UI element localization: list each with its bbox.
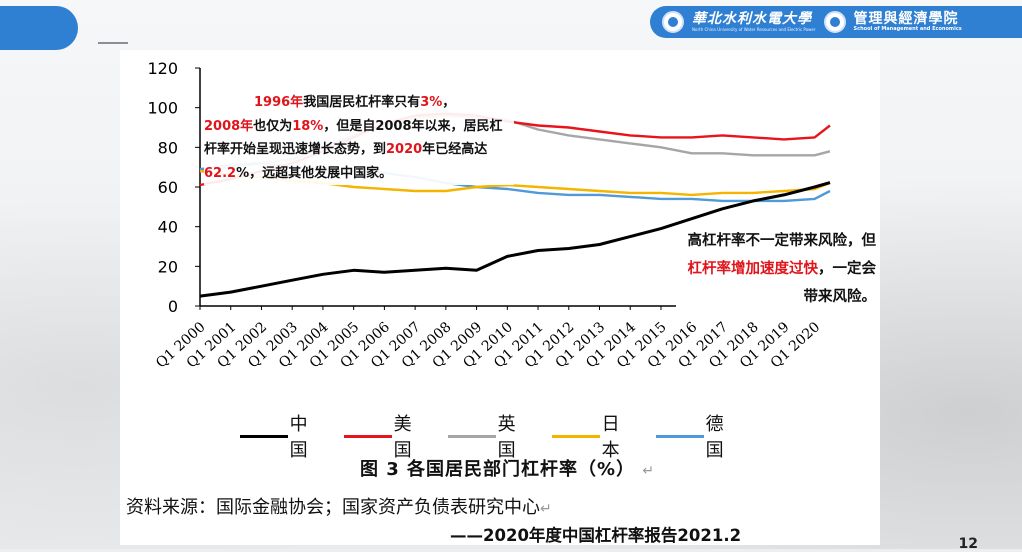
callout-risk-warning: 高杠杆率不一定带来风险，但杠杆率增加速度过快，一定会带来风险。	[676, 227, 876, 311]
callout-text: 年已经高达	[422, 142, 488, 157]
chart-panel: 0 20 40 60 80 100 120 Q1 2000 Q1 2001 Q1 2002 Q1 2…	[120, 50, 880, 545]
legend-label-china: 中国	[289, 414, 308, 461]
y-tick-label: 120	[147, 59, 178, 78]
figure-caption-text: 图 3 各国居民部门杠杆率（%）	[360, 459, 636, 480]
return-mark-icon: ↵	[540, 501, 552, 517]
legend-label-japan: 日本	[601, 414, 620, 461]
school-seal-icon	[823, 11, 846, 33]
legend-swatch-china	[240, 434, 288, 438]
source-note: 资料来源：国际金融协会；国家资产负债表研究中心↵	[126, 493, 552, 519]
y-tick-label: 80	[158, 138, 178, 157]
y-tick-label: 100	[147, 99, 178, 118]
legend-swatch-usa	[344, 434, 392, 438]
callout-text: ，	[442, 95, 456, 110]
y-tick-label: 20	[158, 257, 178, 276]
legend-label-germany: 德国	[705, 414, 724, 461]
legend-label-usa: 美国	[393, 414, 412, 461]
callout-text: 高杠杆率不一定带来风险，但	[687, 233, 877, 249]
legend-label-uk: 英国	[497, 414, 516, 461]
callout-text: ，一定会带来风险。	[803, 261, 877, 305]
title-dash	[98, 42, 128, 44]
return-mark-icon: ↵	[642, 463, 656, 479]
series-line-china	[199, 181, 831, 298]
chart-legend: 中国 美国 英国 日本 德国	[240, 410, 760, 462]
callout-china-household-leverage: 1996年我国居民杠杆率只有3%， 2008年也仅为18%，但是自2008年以来…	[204, 91, 514, 185]
page-number: 12	[958, 536, 978, 552]
university-name: 華北水利水電大學 North China University of Water…	[692, 11, 816, 32]
callout-text: ，但是自2008年以来，居民杠杆率开始呈现迅速增长态势，到	[204, 118, 503, 158]
callout-value-62-2: 62.2	[204, 165, 237, 181]
callout-year-2008: 2008年	[204, 118, 254, 134]
school-header-banner: 華北水利水電大學 North China University of Water…	[650, 6, 1022, 38]
callout-text: %，远超其他发展中国家。	[236, 165, 393, 181]
callout-value-3pct: 3%	[420, 95, 443, 110]
slide-corner-tab	[0, 6, 78, 50]
school-name-en: School of Management and Economics	[853, 25, 962, 32]
callout-text: 我国居民杠杆率只有	[303, 95, 421, 110]
legend-item-usa: 美国	[344, 410, 428, 462]
school-name: 管理與經濟學院 School of Management and Economi…	[853, 10, 962, 33]
legend-swatch-germany	[656, 434, 704, 438]
callout-year-2020: 2020	[386, 142, 423, 157]
legend-swatch-japan	[552, 434, 600, 438]
university-seal-icon	[662, 11, 684, 33]
y-tick-label: 40	[158, 218, 178, 237]
source-note-text: 资料来源：国际金融协会；国家资产负债表研究中心	[126, 497, 540, 518]
legend-item-germany: 德国	[656, 410, 740, 462]
legend-swatch-uk	[448, 434, 496, 438]
report-reference: ——2020年度中国杠杆率报告2021.2	[450, 526, 742, 545]
callout-text: 也仅为	[253, 118, 293, 134]
callout-year-1996: 1996年	[254, 95, 304, 110]
callout-highlight: 杠杆率增加速度过快	[687, 261, 819, 277]
legend-item-japan: 日本	[552, 410, 636, 462]
university-name-en: North China University of Water Resource…	[692, 26, 816, 32]
school-name-cn: 管理與經濟學院	[853, 10, 959, 27]
figure-caption: 图 3 各国居民部门杠杆率（%） ↵	[360, 455, 655, 481]
y-tick-label: 60	[158, 178, 178, 197]
university-name-cn: 華北水利水電大學	[692, 11, 812, 28]
callout-value-18pct: 18%	[292, 118, 324, 134]
y-tick-label: 0	[168, 297, 178, 316]
legend-item-uk: 英国	[448, 410, 532, 462]
legend-item-china: 中国	[240, 410, 324, 462]
